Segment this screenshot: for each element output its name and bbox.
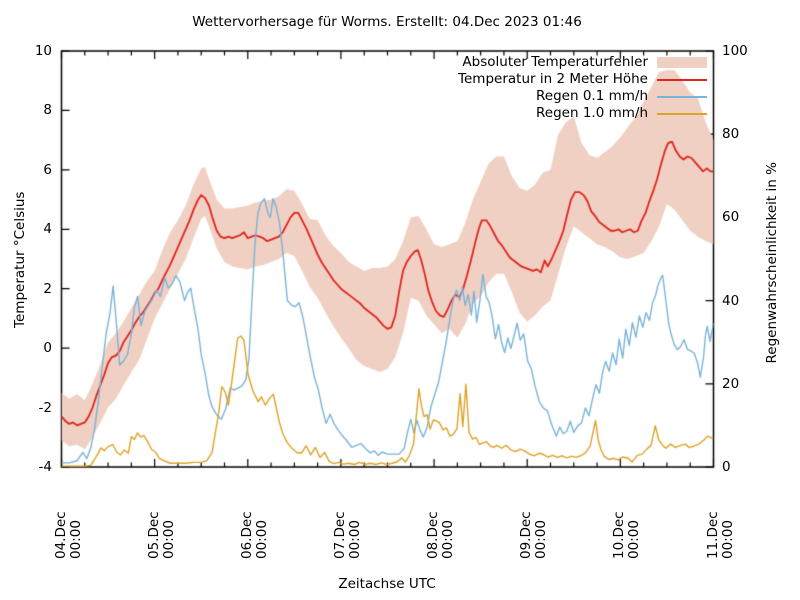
x-tick-label: 10.Dec 00:00: [611, 511, 643, 559]
y-tick-label-right: 20: [722, 375, 740, 392]
y-tick-label-left: 2: [43, 280, 52, 297]
x-tick-label: 04.Dec 00:00: [52, 511, 84, 559]
x-axis-label: Zeitachse UTC: [338, 576, 436, 592]
chart-title: Wettervorhersage für Worms. Erstellt: 04…: [192, 14, 582, 30]
y-tick-label-left: -2: [38, 399, 52, 416]
y-tick-label-left: 4: [43, 221, 52, 238]
x-tick-label: 05.Dec 00:00: [145, 511, 177, 559]
y-tick-label-right: 40: [722, 292, 740, 309]
y-tick-label-left: 8: [43, 102, 52, 119]
y-tick-label-left: 0: [43, 340, 52, 357]
x-tick-label: 11.Dec 00:00: [704, 511, 736, 559]
x-tick-label: 06.Dec 00:00: [238, 511, 270, 559]
y-tick-label-right: 60: [722, 209, 740, 226]
line-swatch-icon: [657, 113, 707, 115]
line-swatch-icon: [657, 96, 707, 98]
y-axis-label-right: Regenwahrscheinlichkeit in %: [764, 162, 781, 364]
y-axis-label-left: Temperatur °Celsius: [12, 191, 29, 328]
legend-item: Regen 0.1 mm/h: [536, 88, 648, 104]
legend-item: Temperatur in 2 Meter Höhe: [458, 71, 648, 87]
x-tick-label: 07.Dec 00:00: [331, 511, 363, 559]
x-tick-label: 09.Dec 00:00: [518, 511, 550, 559]
y-tick-label-right: 80: [722, 126, 740, 143]
legend-item: Regen 1.0 mm/h: [536, 105, 648, 121]
y-tick-label-right: 0: [722, 459, 731, 475]
y-tick-label-left: 6: [43, 161, 52, 178]
y-tick-label-right: 100: [722, 43, 748, 59]
line-swatch-icon: [657, 79, 707, 81]
band-swatch-icon: [657, 57, 707, 68]
legend-item: Absoluter Temperaturfehler: [462, 54, 648, 70]
y-tick-label-left: -4: [38, 459, 52, 475]
x-tick-label: 08.Dec 00:00: [425, 511, 457, 559]
y-tick-label-left: 10: [34, 43, 52, 59]
